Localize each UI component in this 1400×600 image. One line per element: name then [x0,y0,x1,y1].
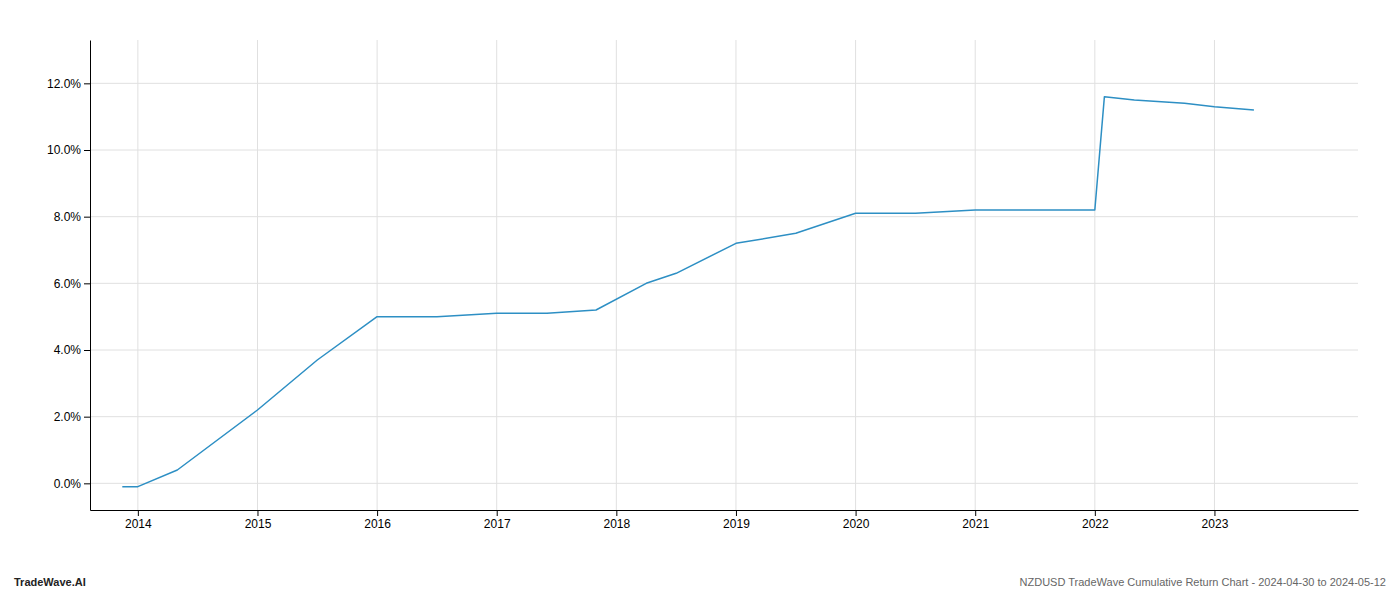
grid-line-x [496,40,497,510]
tick-mark [856,510,857,516]
tick: 2023 [1202,510,1229,531]
tick-mark [84,483,90,484]
tick-mark [975,510,976,516]
axis-line [91,510,1359,511]
tick-mark [1095,510,1096,516]
plot-area [122,97,1254,487]
grid-line-y [90,216,1358,217]
grid-line-x [377,40,378,510]
tick: 12.0% [47,77,90,91]
tick: 2021 [962,510,989,531]
tick-label: 2019 [723,517,750,531]
footer-left: TradeWave.AI [14,576,86,588]
grid-line-x [975,40,976,510]
tick: 6.0% [54,277,90,291]
tick: 8.0% [54,210,90,224]
tick-mark [1214,510,1215,516]
tick: 2.0% [54,410,90,424]
grid-line-x [137,40,138,510]
tick: 2015 [245,510,272,531]
grid-line-x [1094,40,1095,510]
tick: 2019 [723,510,750,531]
tick-label: 2018 [603,517,630,531]
grid-line-y [90,83,1358,84]
tick: 2020 [843,510,870,531]
tick-label: 2.0% [54,410,82,424]
tick-label: 12.0% [47,77,81,91]
tick-mark [84,350,90,351]
tick: 10.0% [47,143,90,157]
tick-label: 6.0% [54,277,82,291]
grid-line-x [257,40,258,510]
tick-mark [138,510,139,516]
tick-mark [257,510,258,516]
tick: 2016 [364,510,391,531]
tick-label: 2016 [364,517,391,531]
grid-line-x [1214,40,1215,510]
x-axis: 2014 2015 2016 2017 2018 2019 2020 2021 2022 2023 [91,510,1359,531]
footer-right: NZDUSD TradeWave Cumulative Return Chart… [1020,576,1386,588]
chart: 2014 2015 2016 2017 2018 2019 2020 2021 2022 2023… [0,0,1400,600]
tick-mark [84,150,90,151]
tick-label: 2021 [962,517,989,531]
tick: 4.0% [54,343,90,357]
tick-label: 2023 [1202,517,1229,531]
tick-mark [84,283,90,284]
grid-line-y [90,483,1358,484]
y-axis: 0.0% 2.0% 4.0% 6.0% 8.0% 10.0% 12.0% [47,41,91,511]
grid-line-y [90,150,1358,151]
grid-line-y [90,416,1358,417]
tick-label: 8.0% [54,210,82,224]
tick-label: 2014 [125,517,152,531]
grid [90,40,1358,510]
grid-line-x [855,40,856,510]
tick-label: 4.0% [54,343,82,357]
tick: 2018 [603,510,630,531]
grid-line-x [735,40,736,510]
tick-mark [84,417,90,418]
tick: 2022 [1082,510,1109,531]
line [122,97,1254,487]
tick-mark [84,217,90,218]
tick-mark [377,510,378,516]
tick-label: 2015 [245,517,272,531]
grid-line-y [90,350,1358,351]
tick-label: 10.0% [47,143,81,157]
footer: TradeWave.AI NZDUSD TradeWave Cumulative … [14,576,1386,588]
axis-line [90,41,91,511]
tick-label: 2020 [843,517,870,531]
tick-label: 2017 [484,517,511,531]
tick: 2014 [125,510,152,531]
grid-line-x [616,40,617,510]
tick-mark [84,83,90,84]
tick-mark [616,510,617,516]
tick-label: 0.0% [54,477,82,491]
tick: 0.0% [54,477,90,491]
tick: 2017 [484,510,511,531]
grid-line-y [90,283,1358,284]
tick-mark [497,510,498,516]
tick-mark [736,510,737,516]
tick-label: 2022 [1082,517,1109,531]
